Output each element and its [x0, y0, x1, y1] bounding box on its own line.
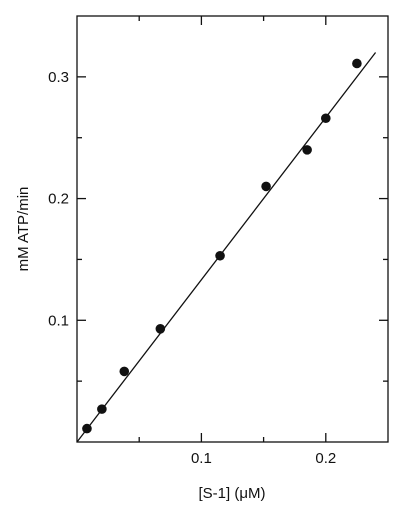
- data-point: [97, 404, 107, 414]
- x-axis-label: [S-1] (μM): [199, 485, 266, 502]
- data-point: [82, 423, 92, 434]
- plot-frame: [76, 15, 389, 443]
- data-point: [321, 113, 331, 124]
- axis-ticks: [77, 16, 388, 442]
- linear-fit-line: [76, 52, 377, 443]
- data-point: [302, 145, 312, 155]
- y-axis-label: mM ATP/min: [15, 187, 32, 272]
- x-tick-label: 0.1: [191, 450, 212, 467]
- y-tick-label: 0.3: [48, 69, 69, 86]
- y-tick-label: 0.2: [48, 191, 69, 208]
- data-point: [352, 58, 362, 69]
- data-point: [215, 250, 225, 261]
- data-point: [119, 366, 130, 377]
- data-points: [82, 58, 362, 434]
- data-point: [155, 324, 166, 334]
- y-tick-label: 0.1: [48, 312, 69, 329]
- axis-tick-labels: 0.1 0.2 0.1 0.2 0.3: [48, 69, 336, 467]
- data-point: [261, 181, 271, 192]
- x-tick-label: 0.2: [315, 450, 336, 467]
